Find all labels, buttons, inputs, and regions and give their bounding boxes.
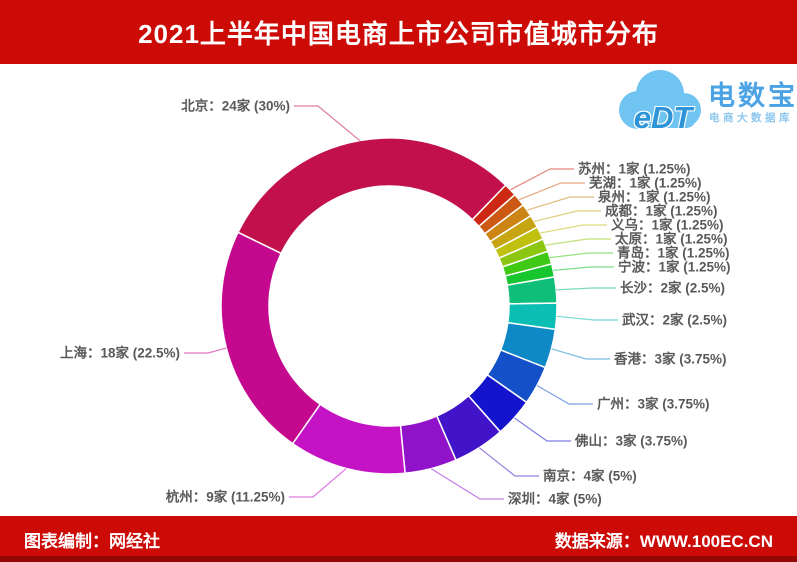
footer-bottom-edge <box>0 556 797 562</box>
slice-leader-line <box>536 384 593 405</box>
slice-label: 北京：24家 (30%) <box>181 98 290 114</box>
slice-leader-line <box>556 287 616 291</box>
slice-label: 长沙：2家 (2.5%) <box>620 280 725 296</box>
slice-label: 青岛：1家 (1.25%) <box>617 245 730 261</box>
header-banner: 2021上半年中国电商上市公司市值城市分布 <box>0 0 797 64</box>
slice-leader-line <box>551 348 610 360</box>
footer-credit: 图表编制：网经社 <box>24 531 160 551</box>
slice-leader-line <box>510 168 574 191</box>
slice-leader-line <box>184 347 227 354</box>
slice-label: 杭州：9家 (11.25%) <box>166 489 285 505</box>
slice-leader-line <box>513 417 571 442</box>
slice-leader-line <box>294 105 361 142</box>
slice-leader-line <box>478 447 539 477</box>
slice-label: 广州：3家 (3.75%) <box>597 396 710 412</box>
slice-label: 苏州：1家 (1.25%) <box>578 161 691 177</box>
slice-leader-line <box>289 468 347 498</box>
logo-edt-text: eDT <box>633 100 693 135</box>
logo-tagline: 电商大数据库 <box>709 112 793 124</box>
slice-label: 宁波：1家 (1.25%) <box>618 259 731 275</box>
slice-leader-line <box>553 266 614 271</box>
slice-leader-line <box>518 182 585 201</box>
slice-label: 深圳：4家 (5%) <box>508 491 602 507</box>
slice-label: 香港：3家 (3.75%) <box>613 351 727 367</box>
brand-logo: eDT 电数宝 电商大数据库 <box>612 66 797 146</box>
slice-leader-line <box>430 468 504 500</box>
slice-label: 芜湖：1家 (1.25%) <box>589 175 702 191</box>
slice-leader-line <box>549 252 613 259</box>
pie-slice[interactable] <box>220 231 322 445</box>
slice-label: 武汉：2家 (2.5%) <box>622 312 727 328</box>
slice-leader-line <box>533 210 601 222</box>
footer-source: 数据来源：WWW.100EC.CN <box>554 531 773 551</box>
slice-leader-line <box>545 238 611 246</box>
page-title: 2021上半年中国电商上市公司市值城市分布 <box>138 18 659 49</box>
slice-label: 义乌：1家 (1.25%) <box>611 217 724 233</box>
slice-label: 南京：4家 (5%) <box>543 468 637 484</box>
footer-banner: 图表编制：网经社 数据来源：WWW.100EC.CN <box>0 516 797 562</box>
slice-label: 太原：1家 (1.25%) <box>615 231 728 247</box>
logo-brand-name: 电数宝 <box>708 81 797 111</box>
slice-leader-line <box>556 315 618 321</box>
slice-leader-line <box>526 196 594 211</box>
cloud-icon <box>619 70 701 129</box>
slice-label: 成都：1家 (1.25%) <box>605 203 718 219</box>
pie-slice[interactable] <box>236 137 507 255</box>
slice-label: 佛山：3家 (3.75%) <box>574 433 688 449</box>
slice-label: 上海：18家 (22.5%) <box>60 345 180 361</box>
slice-leader-line <box>540 224 607 234</box>
slice-label: 泉州：1家 (1.25%) <box>598 189 711 205</box>
